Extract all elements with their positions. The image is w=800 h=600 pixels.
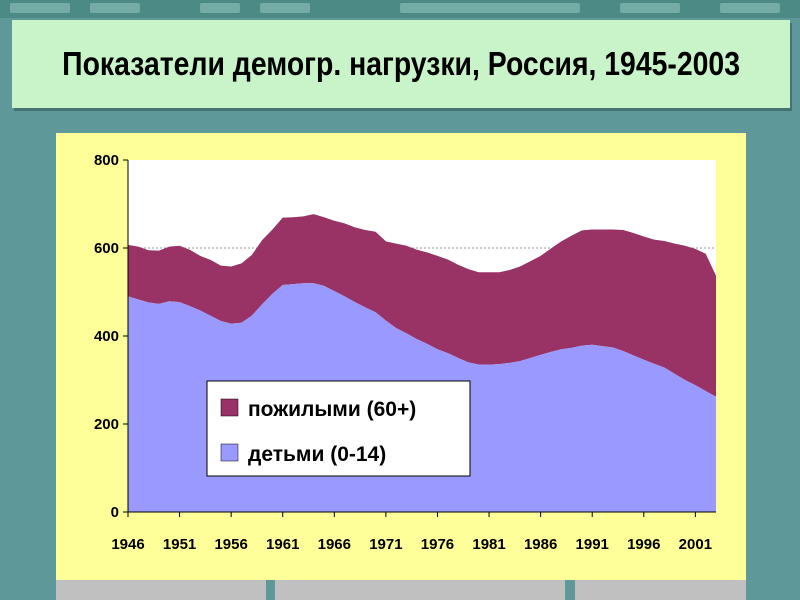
x-tick-label: 1981 (472, 536, 505, 553)
x-tick-label: 1976 (421, 536, 454, 553)
decorative-top-bar (0, 0, 800, 18)
x-tick-label: 1951 (163, 536, 196, 553)
x-tick-label: 1986 (524, 536, 557, 553)
legend-label-elderly: пожилыми (60+) (248, 398, 416, 421)
area-series-elderly (128, 214, 716, 397)
legend-label-children: детьми (0-14) (248, 443, 386, 466)
circuit-decoration (400, 3, 580, 13)
y-tick-label: 600 (94, 240, 119, 257)
circuit-decoration (620, 3, 680, 13)
x-tick-label: 1966 (318, 536, 351, 553)
x-tick-label: 1956 (214, 536, 247, 553)
slide-title: Показатели демогр. нагрузки, Россия, 194… (62, 45, 740, 82)
bottom-strip (275, 580, 565, 600)
x-axis-ticks: 1946 1951 1956 1961 1966 1971 1976 1981 1986 1991… (111, 512, 712, 553)
bottom-strip (575, 580, 746, 600)
x-tick-label: 1961 (266, 536, 299, 553)
legend: пожилыми (60+) детьми (0-14) (206, 380, 471, 477)
x-tick-label: 1946 (111, 536, 144, 553)
y-tick-label: 200 (94, 416, 119, 433)
y-tick-label: 800 (94, 152, 119, 169)
circuit-decoration (10, 3, 70, 13)
y-tick-label: 400 (94, 328, 119, 345)
legend-swatch-elderly (220, 398, 239, 417)
legend-swatch-children (220, 443, 239, 462)
x-tick-label: 2001 (679, 536, 712, 553)
title-box: Показатели демогр. нагрузки, Россия, 194… (12, 20, 790, 108)
x-tick-label: 1971 (369, 536, 402, 553)
circuit-decoration (260, 3, 310, 13)
circuit-decoration (200, 3, 240, 13)
legend-box (206, 380, 471, 477)
circuit-decoration (720, 3, 780, 13)
x-tick-label: 1996 (627, 536, 660, 553)
y-tick-label: 0 (111, 504, 119, 521)
y-axis-ticks: 0 200 400 600 800 (94, 152, 128, 521)
x-tick-label: 1991 (576, 536, 609, 553)
bottom-strip (56, 580, 266, 600)
circuit-decoration (90, 3, 140, 13)
